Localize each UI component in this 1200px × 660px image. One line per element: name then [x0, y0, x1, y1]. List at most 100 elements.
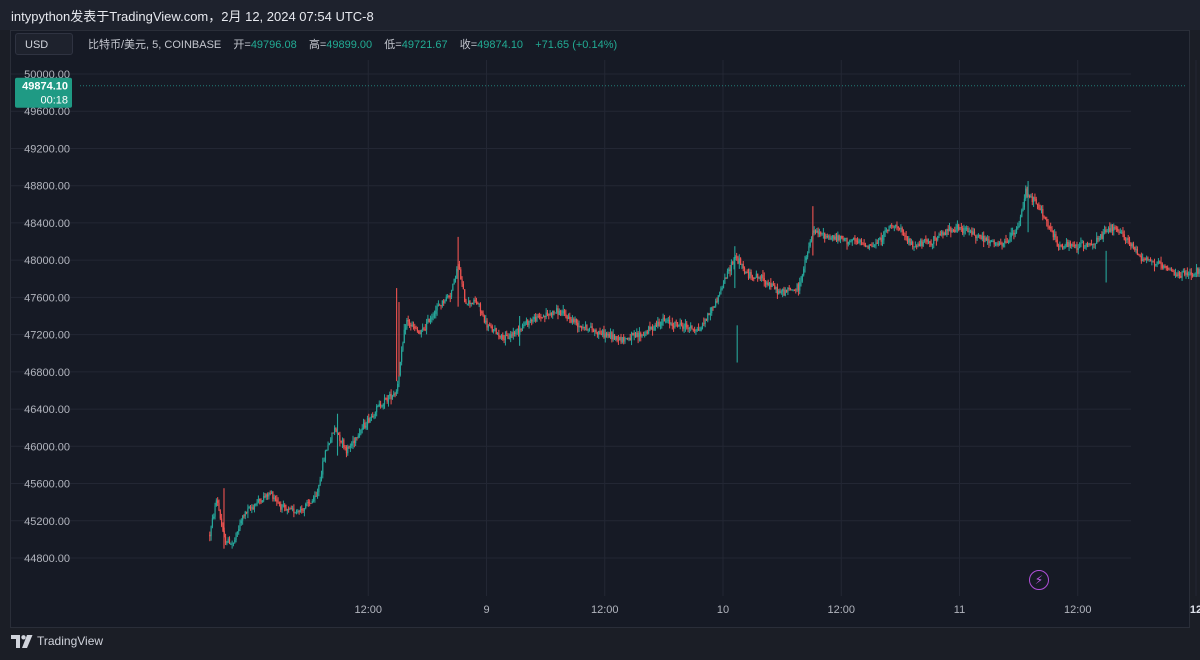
candle-body	[355, 437, 357, 443]
candle-body	[542, 315, 545, 318]
tradingview-logo[interactable]: TradingView	[11, 634, 103, 648]
candle-body	[821, 233, 823, 235]
candle-body	[1086, 243, 1089, 245]
candle-body	[1068, 242, 1070, 248]
candle-body	[783, 288, 785, 296]
candle-body	[1055, 234, 1057, 240]
candle-body	[326, 450, 328, 452]
candle-body	[521, 325, 524, 329]
candle-body	[824, 232, 826, 239]
candle-body	[954, 229, 956, 233]
candle-body	[420, 330, 422, 335]
candle-body	[553, 310, 555, 314]
candle-body	[306, 501, 308, 504]
candle-body	[609, 332, 612, 338]
candle-body	[364, 422, 366, 428]
candle-body	[344, 447, 346, 448]
candle-body	[715, 300, 717, 307]
candle-body	[573, 319, 575, 323]
candle-body	[793, 289, 796, 291]
candle-body	[655, 324, 658, 327]
candle-body	[771, 283, 773, 287]
candle-body	[1111, 224, 1114, 231]
candle-body	[837, 235, 839, 241]
candle-body	[1094, 243, 1096, 245]
candle-body	[889, 224, 891, 227]
candle-body	[240, 520, 242, 524]
candle-body	[328, 443, 330, 445]
tradingview-logo-text: TradingView	[37, 634, 104, 648]
x-tick-label: 12:00	[827, 604, 855, 616]
candle-body	[1109, 228, 1111, 232]
candle-body	[730, 262, 733, 272]
candle-body	[440, 305, 442, 307]
candle-body	[395, 391, 397, 394]
candle-body	[944, 232, 947, 235]
candle-body	[613, 334, 616, 340]
candle-body	[1180, 275, 1182, 278]
candle-body	[320, 474, 323, 480]
candle-body	[343, 439, 345, 448]
candle-body	[1131, 243, 1133, 247]
candle-body	[634, 333, 637, 337]
candle-body	[691, 325, 693, 330]
candle-body	[323, 460, 325, 462]
candle-body	[813, 230, 815, 234]
candle-body	[853, 237, 855, 240]
header-bar	[0, 0, 1200, 30]
candle-body	[265, 494, 267, 498]
x-tick-label: 12:00	[591, 604, 619, 616]
candle-body	[1174, 274, 1177, 276]
candle-body	[663, 317, 666, 322]
candle-body	[496, 333, 499, 335]
symbol-label: 比特币/美元, 5, COINBASE	[88, 39, 222, 51]
candle-body	[377, 405, 379, 407]
candle-body	[720, 288, 722, 295]
candle-body	[428, 318, 430, 323]
candle-body	[785, 289, 788, 293]
candle-body	[465, 301, 467, 304]
candle-body	[933, 236, 935, 244]
candle-body	[401, 350, 403, 362]
lightning-icon[interactable]: ⚡	[1029, 570, 1049, 590]
candle-body	[1002, 242, 1004, 247]
candle-body	[260, 500, 262, 503]
candle-body	[759, 277, 761, 279]
candle-body	[437, 304, 440, 307]
candle-body	[667, 319, 669, 321]
candle-body	[524, 323, 526, 325]
candle-body	[1191, 274, 1194, 277]
candle-body	[808, 246, 810, 254]
candle-body	[475, 301, 478, 304]
y-tick-label: 47600.00	[24, 292, 70, 304]
candle-body	[284, 504, 286, 508]
candle-body	[486, 320, 488, 328]
candle-body	[408, 321, 411, 325]
candle-body	[732, 262, 734, 264]
candle-body	[1173, 271, 1175, 276]
candle-body	[996, 243, 998, 245]
candle-body	[217, 500, 219, 503]
candle-body	[301, 508, 303, 511]
candle-body	[470, 303, 472, 305]
candle-body	[456, 269, 458, 279]
candle-body	[1015, 228, 1018, 233]
candle-body	[619, 337, 621, 341]
candle-body	[833, 235, 835, 240]
currency-button[interactable]: USD	[15, 33, 73, 55]
candle-body	[998, 242, 1001, 246]
candle-body	[850, 241, 852, 243]
candle-body	[1043, 216, 1045, 218]
candle-body	[227, 538, 229, 543]
candle-body	[510, 334, 512, 338]
candle-body	[357, 435, 359, 438]
candle-body	[1052, 231, 1054, 238]
candle-body	[1019, 216, 1022, 226]
candle-body	[863, 243, 865, 245]
candle-body	[782, 288, 784, 292]
candle-body	[498, 333, 500, 337]
candle-body	[1143, 259, 1145, 260]
candle-body	[224, 537, 227, 544]
candle-body	[788, 288, 790, 290]
